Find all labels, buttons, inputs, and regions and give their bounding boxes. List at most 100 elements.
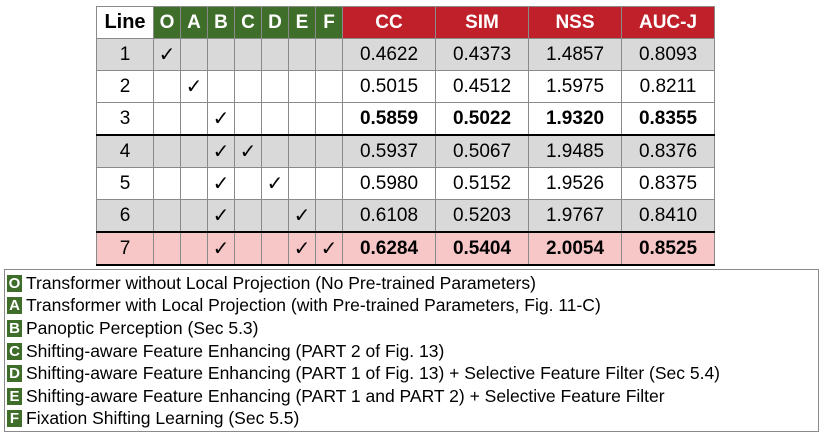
- empty-cell: [234, 38, 262, 71]
- empty-cell: [153, 199, 181, 233]
- check-mark-icon: ✓: [180, 70, 208, 103]
- legend-text: Fixation Shifting Learning (Sec 5.5): [26, 408, 300, 429]
- empty-cell: [153, 231, 181, 266]
- metric-header-auc-j: AUC-J: [621, 6, 715, 39]
- empty-cell: [261, 231, 289, 266]
- ablation-header-d: D: [261, 6, 289, 39]
- empty-cell: [288, 102, 316, 136]
- empty-cell: [207, 38, 235, 71]
- metric-value: 1.5975: [528, 70, 622, 103]
- metric-value: 0.8525: [621, 231, 715, 266]
- empty-cell: [153, 134, 181, 168]
- empty-cell: [315, 102, 343, 136]
- metric-value: 0.8211: [621, 70, 715, 103]
- metric-value: 0.6284: [342, 231, 436, 266]
- metric-value: 0.8093: [621, 38, 715, 71]
- check-mark-icon: ✓: [207, 167, 235, 200]
- metric-value: 0.4622: [342, 38, 436, 71]
- check-mark-icon: ✓: [153, 38, 181, 71]
- empty-cell: [261, 134, 289, 168]
- legend-text: Shifting-aware Feature Enhancing (PART 2…: [26, 340, 445, 361]
- legend-key-badge: F: [7, 410, 22, 428]
- empty-cell: [288, 38, 316, 71]
- table-row: 6 ✓ ✓ 0.6108 0.5203 1.9767 0.8410: [96, 199, 715, 233]
- metric-value: 0.5203: [435, 199, 529, 233]
- table-row: 3 ✓ 0.5859 0.5022 1.9320 0.8355: [96, 102, 715, 136]
- metric-value: 1.9320: [528, 102, 622, 136]
- empty-cell: [180, 199, 208, 233]
- table-row: 2 ✓ 0.5015 0.4512 1.5975 0.8211: [96, 70, 715, 103]
- metric-value: 0.5022: [435, 102, 529, 136]
- empty-cell: [180, 231, 208, 266]
- empty-cell: [288, 167, 316, 200]
- metric-value: 0.5015: [342, 70, 436, 103]
- metric-value: 1.4857: [528, 38, 622, 71]
- line-number: 1: [96, 38, 154, 71]
- metric-value: 0.5980: [342, 167, 436, 200]
- legend-text: Shifting-aware Feature Enhancing (PART 1…: [26, 363, 721, 384]
- ablation-header-f: F: [315, 6, 343, 39]
- table-header-row: Line O A B C D E F CC SIM NSS AUC-J: [96, 6, 715, 39]
- legend-key-badge: B: [7, 319, 22, 337]
- metric-value: 2.0054: [528, 231, 622, 266]
- empty-cell: [234, 167, 262, 200]
- line-number: 2: [96, 70, 154, 103]
- metric-value: 0.5404: [435, 231, 529, 266]
- legend-text: Panoptic Perception (Sec 5.3): [26, 317, 259, 338]
- metric-value: 1.9767: [528, 199, 622, 233]
- empty-cell: [261, 38, 289, 71]
- legend-text: Shifting-aware Feature Enhancing (PART 1…: [26, 385, 665, 406]
- table-row: 7 ✓ ✓ ✓ 0.6284 0.5404 2.0054 0.8525: [96, 231, 715, 266]
- empty-cell: [234, 70, 262, 103]
- empty-cell: [207, 70, 235, 103]
- legend-item: C Shifting-aware Feature Enhancing (PART …: [7, 340, 818, 363]
- check-mark-icon: ✓: [288, 199, 316, 233]
- ablation-header-b: B: [207, 6, 235, 39]
- metric-value: 0.8355: [621, 102, 715, 136]
- line-number: 6: [96, 199, 154, 233]
- check-mark-icon: ✓: [234, 134, 262, 168]
- empty-cell: [153, 70, 181, 103]
- check-mark-icon: ✓: [261, 167, 289, 200]
- table-row: 1 ✓ 0.4622 0.4373 1.4857 0.8093: [96, 38, 715, 71]
- metric-value: 0.4512: [435, 70, 529, 103]
- empty-cell: [180, 167, 208, 200]
- empty-cell: [315, 199, 343, 233]
- empty-cell: [234, 231, 262, 266]
- empty-cell: [288, 134, 316, 168]
- legend-key-badge: O: [7, 274, 22, 292]
- empty-cell: [180, 102, 208, 136]
- metric-value: 0.8375: [621, 167, 715, 200]
- metric-header-nss: NSS: [528, 6, 622, 39]
- empty-cell: [153, 167, 181, 200]
- check-mark-icon: ✓: [288, 231, 316, 266]
- table-row: 5 ✓ ✓ 0.5980 0.5152 1.9526 0.8375: [96, 167, 715, 200]
- check-mark-icon: ✓: [207, 199, 235, 233]
- legend-item: A Transformer with Local Projection (with…: [7, 295, 818, 318]
- empty-cell: [261, 70, 289, 103]
- line-column-header: Line: [96, 6, 154, 39]
- metric-value: 0.4373: [435, 38, 529, 71]
- table-body: 1 ✓ 0.4622 0.4373 1.4857 0.8093 2 ✓ 0.5015 0.4512…: [96, 38, 715, 266]
- ablation-results-table: Line O A B C D E F CC SIM NSS AUC-J 1 ✓ 0.…: [96, 6, 715, 266]
- empty-cell: [234, 102, 262, 136]
- table-row: 4 ✓ ✓ 0.5937 0.5067 1.9485 0.8376: [96, 134, 715, 168]
- check-mark-icon: ✓: [207, 231, 235, 266]
- legend-key-badge: C: [7, 342, 22, 360]
- empty-cell: [261, 102, 289, 136]
- metric-header-cc: CC: [342, 6, 436, 39]
- metric-header-sim: SIM: [435, 6, 529, 39]
- metric-value: 0.5067: [435, 134, 529, 168]
- empty-cell: [315, 134, 343, 168]
- legend-text: Transformer with Local Projection (with …: [26, 295, 601, 316]
- check-mark-icon: ✓: [315, 231, 343, 266]
- ablation-legend: O Transformer without Local Projection (N…: [4, 269, 819, 432]
- metric-value: 1.9526: [528, 167, 622, 200]
- empty-cell: [315, 70, 343, 103]
- empty-cell: [315, 38, 343, 71]
- line-number: 7: [96, 231, 154, 266]
- ablation-header-c: C: [234, 6, 262, 39]
- empty-cell: [180, 38, 208, 71]
- metric-value: 0.5859: [342, 102, 436, 136]
- check-mark-icon: ✓: [207, 134, 235, 168]
